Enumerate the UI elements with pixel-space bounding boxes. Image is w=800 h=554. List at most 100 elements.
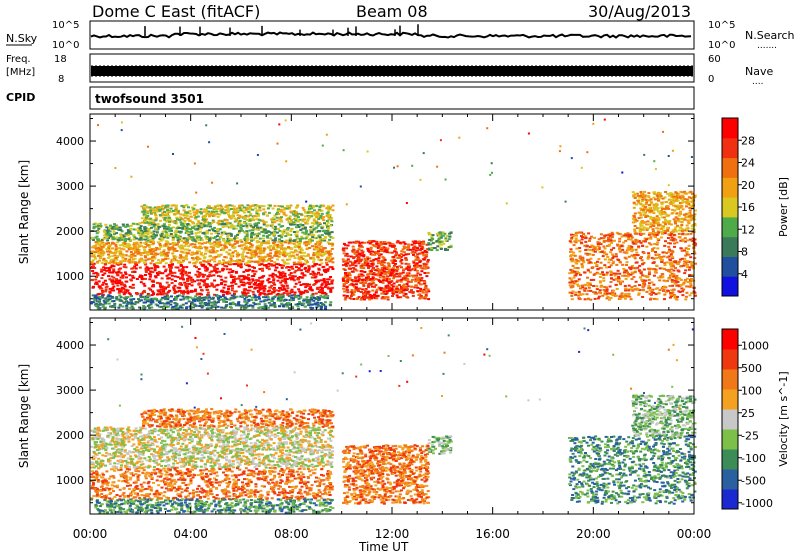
x-tick-label: 12:00 bbox=[375, 527, 410, 541]
y-axis-label: Slant Range [km] bbox=[17, 160, 31, 264]
y-tick-label: 4000 bbox=[56, 339, 84, 352]
colorbar-segment bbox=[722, 469, 738, 490]
velocity-panel: 1000 2000 3000 4000 Slant Range [km] bbox=[17, 317, 697, 515]
y-axis-label: Slant Range [km] bbox=[17, 364, 31, 468]
scatter-region bbox=[90, 466, 334, 501]
colorbar-tick-label: 500 bbox=[741, 362, 762, 375]
colorbar-segment bbox=[722, 157, 738, 178]
colorbar-tick-label: 12 bbox=[741, 223, 755, 236]
x-tick-label: 16:00 bbox=[475, 527, 510, 541]
scatter-region bbox=[631, 190, 697, 234]
freq-label: Freq. bbox=[6, 54, 31, 65]
colorbar-segment bbox=[722, 236, 738, 257]
nsky-right-tick-top: 10^5 bbox=[708, 20, 735, 31]
colorbar-segment bbox=[722, 177, 738, 198]
nsky-left-tick-bottom: 10^0 bbox=[52, 40, 79, 51]
power-colorbar: 4 8 12 16 20 24 28 Power [dB] bbox=[721, 117, 790, 297]
colorbar-tick-label: 8 bbox=[741, 246, 748, 259]
scatter-region bbox=[568, 435, 697, 505]
cpid-frame bbox=[89, 86, 695, 110]
nsky-trace bbox=[90, 31, 692, 39]
colorbar-segment bbox=[722, 429, 738, 450]
colorbar-tick-label: 25 bbox=[741, 407, 755, 420]
y-tick-label: 2000 bbox=[56, 429, 84, 442]
colorbar-label: Velocity [m s^-1] bbox=[777, 371, 790, 466]
freq-right-tick-top: 60 bbox=[708, 54, 721, 65]
cpid-value: twofsound 3501 bbox=[95, 92, 204, 106]
x-tick-label: 04:00 bbox=[173, 527, 208, 541]
colorbar-tick-label: -100 bbox=[741, 452, 766, 465]
y-tick-label: 1000 bbox=[56, 270, 84, 283]
power-panel: 1000 2000 3000 4000 Slant Range [km] bbox=[17, 113, 697, 311]
freq-left-tick-bottom: 8 bbox=[58, 74, 64, 85]
scatter-region bbox=[90, 444, 335, 469]
colorbar-tick-label: 28 bbox=[741, 134, 755, 147]
scatter-region bbox=[631, 394, 697, 437]
freq-band-jitter bbox=[91, 65, 693, 77]
x-axis-label: Time UT bbox=[358, 540, 409, 554]
y-tick-label: 3000 bbox=[56, 180, 84, 193]
colorbar-tick-label: 20 bbox=[741, 179, 755, 192]
scatter-region bbox=[341, 240, 431, 301]
y-tick-label: 2000 bbox=[56, 225, 84, 238]
nave-label: Nave bbox=[745, 65, 773, 78]
colorbar-segment bbox=[722, 449, 738, 470]
nsky-frame bbox=[89, 20, 695, 50]
colorbar-segment bbox=[722, 276, 738, 297]
colorbar-tick-label: 24 bbox=[741, 157, 755, 170]
colorbar-tick-label: 4 bbox=[741, 268, 748, 281]
colorbar-tick-label: 16 bbox=[741, 201, 755, 214]
freq-left-tick-top: 18 bbox=[54, 54, 67, 65]
scatter-region bbox=[90, 426, 335, 447]
nsky-spikes bbox=[144, 24, 419, 36]
colorbar-tick-label: -1000 bbox=[741, 497, 773, 510]
colorbar-tick-label: -25 bbox=[741, 429, 759, 442]
nsky-label: N.Sky bbox=[6, 32, 38, 45]
nave-dots: .... bbox=[752, 77, 763, 87]
x-tick-label: 00:00 bbox=[677, 527, 712, 541]
colorbar-tick-label: 1000 bbox=[741, 339, 769, 352]
colorbar-segment bbox=[722, 197, 738, 218]
date-label: 30/Aug/2013 bbox=[588, 2, 691, 21]
colorbar-segment bbox=[722, 409, 738, 430]
x-tick-label: 08:00 bbox=[274, 527, 309, 541]
scatter-region bbox=[90, 222, 335, 243]
colorbar-segment bbox=[722, 389, 738, 410]
colorbar-segment bbox=[722, 216, 738, 238]
freq-frame bbox=[89, 53, 695, 83]
time-axis-ticks: 00:00 04:00 08:00 12:00 16:00 20:00 00:00 bbox=[73, 527, 712, 541]
scatter-region bbox=[568, 231, 697, 301]
colorbar-frame bbox=[721, 328, 739, 510]
colorbar-segment bbox=[722, 137, 738, 159]
scatter-region bbox=[90, 262, 335, 297]
colorbar-segment bbox=[722, 329, 738, 350]
scatter-region bbox=[427, 435, 453, 455]
y-tick-label: 3000 bbox=[56, 384, 84, 397]
beam-label: Beam 08 bbox=[356, 2, 428, 21]
nsearch-dots: ....... bbox=[757, 41, 777, 51]
y-tick-label: 1000 bbox=[56, 474, 84, 487]
y-tick-label: 4000 bbox=[56, 135, 84, 148]
scatter-region bbox=[90, 240, 335, 265]
station-title: Dome C East (fitACF) bbox=[92, 2, 260, 21]
x-tick-label: 20:00 bbox=[576, 527, 611, 541]
colorbar-segment bbox=[722, 256, 738, 277]
scatter-region bbox=[341, 444, 431, 505]
cpid-label: CPID bbox=[6, 91, 35, 104]
colorbar-tick-label: 100 bbox=[741, 384, 762, 397]
colorbar-label: Power [dB] bbox=[777, 177, 790, 237]
scatter-region bbox=[140, 204, 335, 225]
freq-right-tick-bottom: 0 bbox=[708, 74, 714, 85]
nsky-right-tick-bottom: 10^0 bbox=[708, 40, 735, 51]
scatter-region bbox=[427, 231, 453, 252]
freq-unit-label: [MHz] bbox=[6, 67, 35, 78]
colorbar-segment bbox=[722, 489, 738, 510]
colorbar-tick-label: -500 bbox=[741, 474, 766, 487]
nsearch-label: N.Search bbox=[745, 29, 795, 42]
scatter-region bbox=[90, 294, 333, 310]
colorbar-segment bbox=[722, 369, 738, 390]
velocity-colorbar: 1000 500 100 25 -25 -100 -500 -1000 Velocity [m … bbox=[721, 328, 790, 510]
scatter-region bbox=[140, 408, 335, 429]
colorbar-segment bbox=[722, 349, 738, 370]
